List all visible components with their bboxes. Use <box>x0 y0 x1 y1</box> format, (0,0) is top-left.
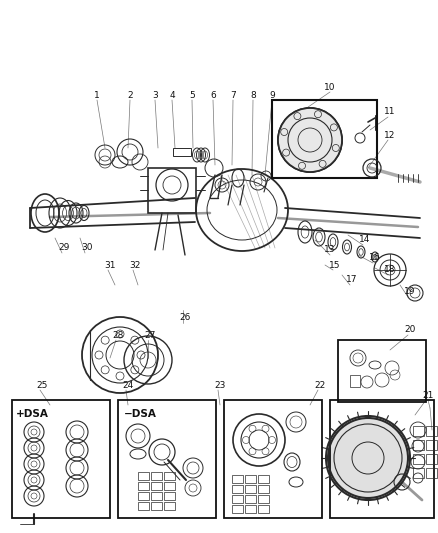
Text: 22: 22 <box>314 381 325 390</box>
Text: 3: 3 <box>152 91 158 100</box>
Bar <box>151 482 162 490</box>
Bar <box>148 168 196 213</box>
Circle shape <box>278 108 342 172</box>
Bar <box>232 485 243 493</box>
Text: 17: 17 <box>346 276 358 285</box>
Text: 26: 26 <box>179 313 191 322</box>
Bar <box>413 454 424 464</box>
Bar <box>118 400 216 518</box>
Text: 2: 2 <box>127 91 133 100</box>
Text: 29: 29 <box>58 244 70 253</box>
Text: 24: 24 <box>122 381 134 390</box>
Circle shape <box>330 124 337 131</box>
Circle shape <box>299 162 306 169</box>
Bar <box>350 375 360 387</box>
Bar <box>173 148 191 156</box>
Text: 25: 25 <box>36 381 48 390</box>
Bar <box>413 426 424 436</box>
Bar <box>151 492 162 500</box>
Bar <box>413 440 424 450</box>
Bar <box>272 100 377 178</box>
Bar <box>258 475 269 483</box>
Text: 12: 12 <box>384 131 396 140</box>
Bar <box>138 502 149 510</box>
Bar <box>258 495 269 503</box>
Text: 13: 13 <box>324 246 336 254</box>
Bar <box>232 505 243 513</box>
Text: 10: 10 <box>324 83 336 92</box>
Text: 27: 27 <box>144 330 155 340</box>
Text: −DSA: −DSA <box>124 409 156 419</box>
Bar <box>164 472 175 480</box>
Bar <box>426 468 437 478</box>
Bar <box>426 454 437 464</box>
Bar <box>338 340 426 402</box>
Bar <box>164 492 175 500</box>
Text: 9: 9 <box>269 91 275 100</box>
Bar <box>151 502 162 510</box>
Text: 20: 20 <box>404 326 416 335</box>
Bar <box>330 400 434 518</box>
Circle shape <box>283 149 290 156</box>
Text: 1: 1 <box>94 91 100 100</box>
Circle shape <box>314 111 321 118</box>
Bar <box>138 492 149 500</box>
Text: 23: 23 <box>214 381 226 390</box>
Text: 18: 18 <box>384 265 396 274</box>
Bar <box>138 482 149 490</box>
Text: 21: 21 <box>422 391 434 400</box>
Bar <box>151 472 162 480</box>
Bar <box>164 482 175 490</box>
Bar <box>426 440 437 450</box>
Bar <box>258 505 269 513</box>
Bar <box>138 472 149 480</box>
Text: 19: 19 <box>404 287 416 296</box>
Text: 30: 30 <box>81 244 93 253</box>
Bar <box>413 468 424 478</box>
Bar <box>232 495 243 503</box>
Text: 6: 6 <box>210 91 216 100</box>
Bar <box>224 400 322 518</box>
Circle shape <box>294 112 301 119</box>
Circle shape <box>328 418 408 498</box>
Text: 31: 31 <box>104 261 116 270</box>
Bar <box>164 502 175 510</box>
Bar <box>245 505 256 513</box>
Text: 5: 5 <box>189 91 195 100</box>
Bar <box>245 495 256 503</box>
Circle shape <box>332 144 339 151</box>
Text: 28: 28 <box>112 330 124 340</box>
Text: 11: 11 <box>384 108 396 117</box>
Bar <box>258 485 269 493</box>
Text: +DSA: +DSA <box>16 409 49 419</box>
Bar <box>232 475 243 483</box>
Bar <box>245 485 256 493</box>
Circle shape <box>281 128 288 135</box>
Circle shape <box>319 160 326 167</box>
Bar <box>426 426 437 436</box>
Circle shape <box>278 108 342 172</box>
Text: 14: 14 <box>359 236 371 245</box>
Text: 32: 32 <box>129 261 141 270</box>
Text: 16: 16 <box>369 254 381 262</box>
Bar <box>12 400 110 518</box>
Text: 4: 4 <box>169 91 175 100</box>
Text: 15: 15 <box>329 261 341 270</box>
Text: 8: 8 <box>250 91 256 100</box>
Text: 7: 7 <box>230 91 236 100</box>
Bar <box>245 475 256 483</box>
